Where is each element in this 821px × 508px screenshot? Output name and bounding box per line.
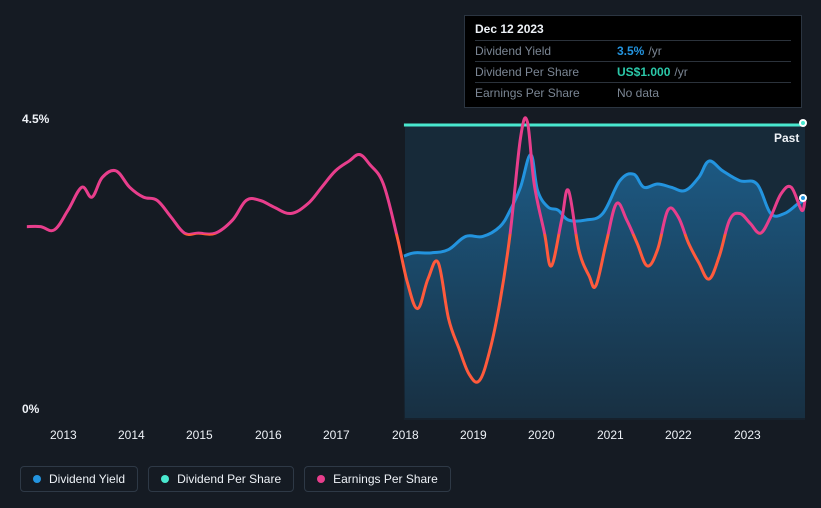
legend-label: Dividend Per Share (177, 472, 281, 486)
y-axis-min-label: 0% (22, 402, 39, 416)
chart-tooltip: Dec 12 2023 Dividend Yield3.5%/yrDividen… (464, 15, 802, 108)
tooltip-row: Dividend Yield3.5%/yr (475, 40, 791, 61)
legend-dot-icon (317, 475, 325, 483)
x-axis-tick: 2018 (392, 428, 419, 442)
dividend-yield-area (404, 154, 805, 420)
tooltip-row: Dividend Per ShareUS$1.000/yr (475, 61, 791, 82)
tooltip-row-value: No data (617, 86, 659, 100)
x-axis-tick: 2023 (734, 428, 761, 442)
x-axis-tick: 2019 (460, 428, 487, 442)
legend-earnings-per-share[interactable]: Earnings Per Share (304, 466, 451, 492)
x-axis-tick: 2015 (186, 428, 213, 442)
dividend-per-share-end-marker (799, 119, 807, 127)
legend-dot-icon (161, 475, 169, 483)
x-axis-tick: 2022 (665, 428, 692, 442)
x-axis-tick: 2020 (528, 428, 555, 442)
dividend-chart: 4.5% 0% 2013 2014 2015 2016 2017 2018 2019 2020… (0, 0, 821, 508)
tooltip-row-value: US$1.000/yr (617, 65, 688, 79)
legend-dot-icon (33, 475, 41, 483)
legend-dividend-per-share[interactable]: Dividend Per Share (148, 466, 294, 492)
legend-dividend-yield[interactable]: Dividend Yield (20, 466, 138, 492)
tooltip-row: Earnings Per ShareNo data (475, 82, 791, 103)
chart-legend: Dividend Yield Dividend Per Share Earnin… (20, 466, 451, 492)
tooltip-date: Dec 12 2023 (475, 22, 791, 40)
x-axis-tick: 2016 (255, 428, 282, 442)
tooltip-row-value: 3.5%/yr (617, 44, 662, 58)
x-axis-tick: 2013 (50, 428, 77, 442)
past-region-label: Past (774, 131, 799, 145)
tooltip-row-label: Dividend Per Share (475, 65, 617, 79)
tooltip-row-label: Earnings Per Share (475, 86, 617, 100)
y-axis-max-label: 4.5% (22, 112, 49, 126)
x-axis-tick: 2017 (323, 428, 350, 442)
x-axis-tick: 2014 (118, 428, 145, 442)
legend-label: Earnings Per Share (333, 472, 438, 486)
legend-label: Dividend Yield (49, 472, 125, 486)
x-axis-tick: 2021 (597, 428, 624, 442)
tooltip-row-label: Dividend Yield (475, 44, 617, 58)
